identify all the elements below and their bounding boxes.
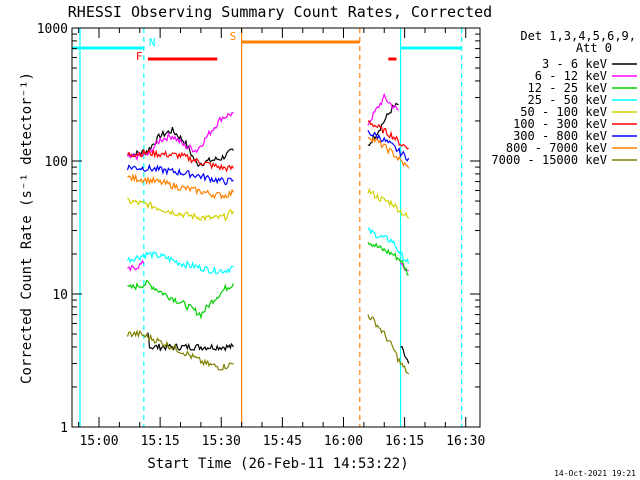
series-line (126, 163, 234, 186)
y-axis-label: Corrected Count Rate (s⁻¹ detector⁻¹) (19, 72, 35, 384)
legend-header-line-1: Det 1,3,4,5,6,9, (520, 29, 636, 43)
legend-label: 100 - 300 keV (513, 117, 607, 131)
event-lines (79, 28, 463, 427)
legend-label: 7000 - 15000 keV (491, 153, 607, 167)
series-300-800-kev (126, 129, 410, 186)
series-line (126, 329, 234, 371)
chart-title: RHESSI Observing Summary Count Rates, Co… (68, 3, 492, 21)
series-line (127, 172, 235, 200)
timestamp: 14-Oct-2021 19:21 (554, 469, 636, 478)
series-800-7000-kev (127, 136, 410, 200)
series-line (367, 129, 410, 162)
x-tick-label: 15:15 (141, 434, 180, 449)
series-line (367, 136, 410, 169)
series-7000-15000-kev (126, 314, 410, 375)
series-lines (126, 92, 410, 375)
legend-header-line-2: Att 0 (576, 41, 612, 55)
series-line (400, 345, 410, 364)
saa-flag-label: S (230, 30, 237, 43)
legend-label: 25 - 50 keV (528, 93, 607, 107)
x-tick-label: 15:45 (263, 434, 302, 449)
legend-label: 12 - 25 keV (528, 81, 607, 95)
series-12-25-kev (127, 241, 409, 320)
series-line (127, 197, 235, 222)
x-tick-label: 15:30 (202, 434, 241, 449)
series-line (367, 92, 399, 126)
plot-frame (71, 27, 481, 428)
series-line (367, 187, 410, 219)
legend-label: 300 - 800 keV (513, 129, 607, 143)
legend-label: 50 - 100 keV (520, 105, 607, 119)
series-line (127, 148, 235, 173)
series-line (367, 314, 410, 375)
series-line (127, 279, 235, 320)
series-line (367, 241, 409, 276)
y-axis: 1 10 100 1000 (37, 22, 480, 436)
x-tick-label: 16:30 (446, 434, 485, 449)
legend-label: 800 - 7000 keV (506, 141, 607, 155)
series-line (367, 227, 410, 264)
series-line (367, 120, 409, 150)
y-tick-label: 100 (45, 155, 68, 170)
y-tick-label: 10 (52, 288, 68, 303)
series-line (127, 259, 145, 272)
x-axis: 15:00 15:15 15:30 15:45 16:00 16:15 16:30 (78, 28, 485, 449)
legend-label: 3 - 6 keV (542, 57, 607, 71)
y-tick-label: 1000 (37, 22, 68, 37)
x-tick-label: 16:00 (324, 434, 363, 449)
flare-flag-label: F (136, 50, 143, 63)
y-tick-label: 1 (60, 421, 68, 436)
x-axis-label: Start Time (26-Feb-11 14:53:22) (147, 456, 408, 472)
series-25-50-kev (126, 227, 410, 275)
flag-bars: N S F (72, 30, 462, 63)
series-50-100-kev (127, 187, 410, 222)
series-100-300-kev (127, 120, 409, 173)
night-flag-label: N (149, 36, 156, 49)
series-line (147, 332, 234, 352)
x-tick-label: 15:00 (79, 434, 118, 449)
x-tick-label: 16:15 (385, 434, 424, 449)
legend-label: 6 - 12 keV (535, 69, 607, 83)
series-line (126, 250, 234, 275)
